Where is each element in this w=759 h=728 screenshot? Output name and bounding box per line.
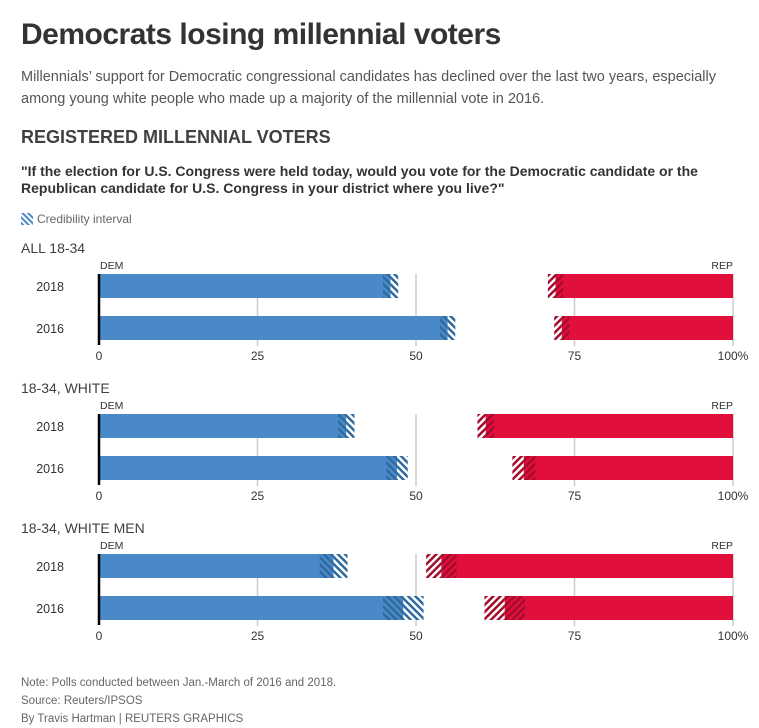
dem-bar <box>99 554 334 578</box>
row-year-label: 2016 <box>36 602 64 616</box>
rep-bar <box>523 456 733 480</box>
x-tick-label: 100% <box>718 629 749 643</box>
row-year-label: 2018 <box>36 280 64 294</box>
x-tick-label: 75 <box>568 629 582 643</box>
dem-label: DEM <box>100 400 123 412</box>
dem-bar <box>99 456 397 480</box>
row-year-label: 2016 <box>36 462 64 476</box>
footer: Note: Polls conducted between Jan.-March… <box>21 674 336 728</box>
dem-ci-inner <box>383 596 404 620</box>
footer-credit: By Travis Hartman | REUTERS GRAPHICS <box>21 713 244 725</box>
x-tick-label: 0 <box>96 489 103 503</box>
rep-label: REP <box>711 260 733 272</box>
x-tick-label: 0 <box>96 629 103 643</box>
rep-ci-outer <box>426 554 442 578</box>
dem-ci-inner <box>319 554 334 578</box>
x-tick-label: 75 <box>568 349 582 363</box>
dem-ci-inner <box>386 456 397 480</box>
rep-ci-outer <box>554 316 562 340</box>
row-year-label: 2018 <box>36 560 64 574</box>
x-tick-label: 0 <box>96 349 103 363</box>
group-label: 18-34, WHITE <box>21 380 110 396</box>
dem-bar <box>99 414 347 438</box>
group-1: 18-34, WHITE DEM REP 2018 2016 0 25 50 75 100% <box>21 380 749 503</box>
dem-ci-outer <box>403 596 424 620</box>
survey-question: "If the election for U.S. Congress were … <box>21 163 698 196</box>
dem-ci-outer <box>333 554 348 578</box>
footer-source: Source: Reuters/IPSOS <box>21 695 143 707</box>
rep-ci-outer <box>484 596 505 620</box>
footer-note: Note: Polls conducted between Jan.-March… <box>21 677 337 689</box>
rep-bar <box>485 414 733 438</box>
rep-ci-outer <box>477 414 486 438</box>
rep-bar <box>441 554 733 578</box>
dem-ci-outer <box>396 456 408 480</box>
x-tick-label: 25 <box>251 349 265 363</box>
x-tick-label: 50 <box>409 349 423 363</box>
row-year-label: 2016 <box>36 322 64 336</box>
legend: Credibility interval <box>21 212 132 226</box>
dem-ci-inner <box>383 274 391 298</box>
legend-label: Credibility interval <box>37 212 132 226</box>
dem-bar <box>99 274 391 298</box>
dem-ci-outer <box>390 274 399 298</box>
group-2: 18-34, WHITE MEN DEM REP 2018 2016 0 25 50 75 100… <box>21 520 749 643</box>
x-tick-label: 25 <box>251 489 265 503</box>
page-title: Democrats losing millennial voters <box>21 18 501 51</box>
section-heading: REGISTERED MILLENNIAL VOTERS <box>21 127 331 147</box>
rep-bar <box>561 316 733 340</box>
rep-label: REP <box>711 540 733 552</box>
x-tick-label: 100% <box>718 349 749 363</box>
rep-ci-inner <box>555 274 564 298</box>
rep-ci-outer <box>512 456 524 480</box>
group-label: 18-34, WHITE MEN <box>21 520 145 536</box>
rep-ci-inner <box>523 456 536 480</box>
rep-bar <box>504 596 733 620</box>
x-tick-label: 75 <box>568 489 582 503</box>
x-tick-label: 25 <box>251 629 265 643</box>
rep-ci-inner <box>485 414 494 438</box>
dem-label: DEM <box>100 260 123 272</box>
rep-bar <box>555 274 733 298</box>
dem-bar <box>99 596 404 620</box>
group-0: ALL 18-34 DEM REP 2018 2016 0 25 50 75 100% <box>21 240 749 363</box>
rep-ci-inner <box>561 316 570 340</box>
rep-label: REP <box>711 400 733 412</box>
rep-ci-inner <box>441 554 457 578</box>
x-tick-label: 50 <box>409 629 423 643</box>
x-tick-label: 50 <box>409 489 423 503</box>
x-tick-label: 100% <box>718 489 749 503</box>
subtitle: Millennials’ support for Democratic cong… <box>21 69 717 107</box>
dem-ci-inner <box>440 316 448 340</box>
dem-ci-inner <box>338 414 347 438</box>
row-year-label: 2018 <box>36 420 64 434</box>
dem-ci-outer <box>346 414 355 438</box>
group-label: ALL 18-34 <box>21 240 85 256</box>
rep-ci-outer <box>547 274 556 298</box>
rep-ci-inner <box>504 596 526 620</box>
dem-ci-outer <box>447 316 456 340</box>
dem-label: DEM <box>100 540 123 552</box>
dem-bar <box>99 316 448 340</box>
hatch-pattern-icon <box>21 213 33 225</box>
